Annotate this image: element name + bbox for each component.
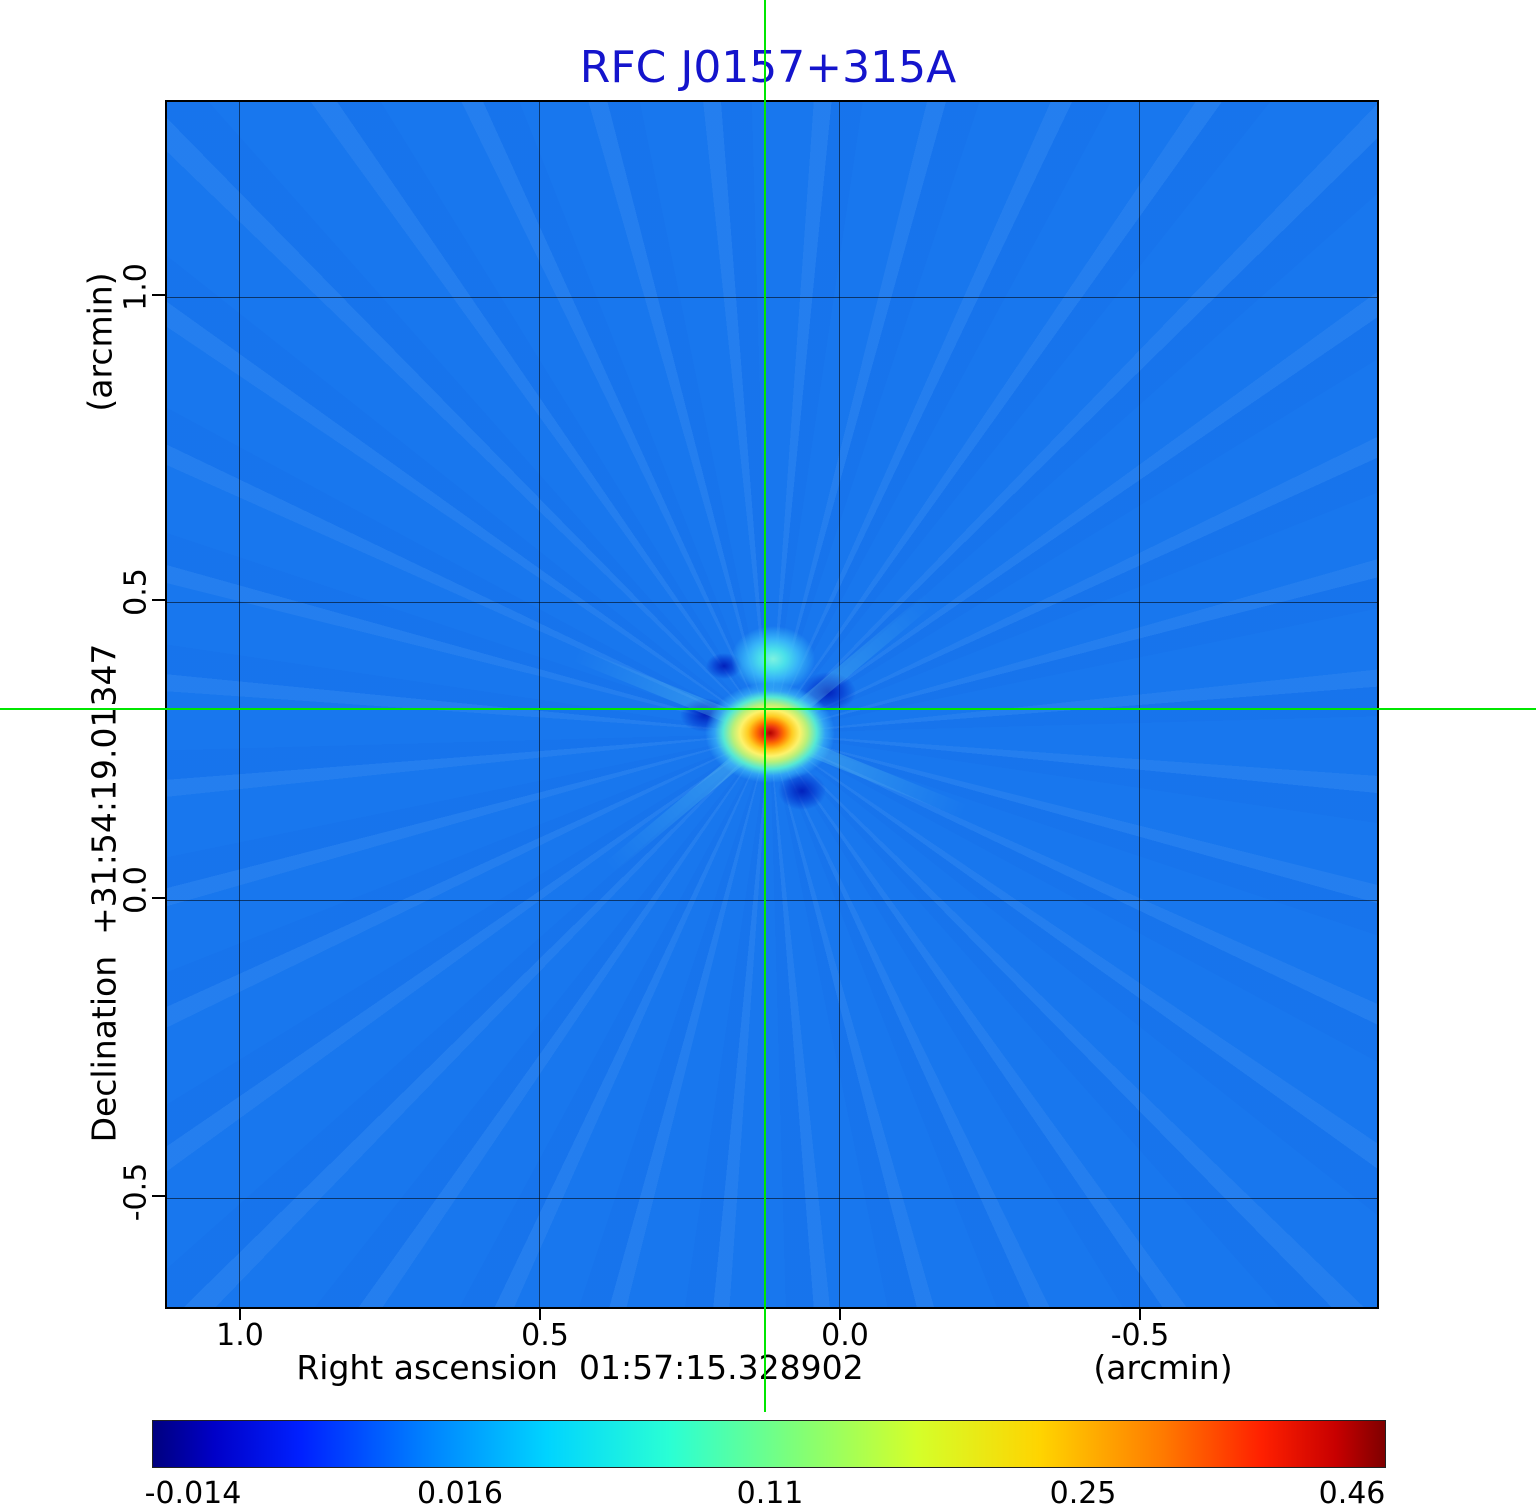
secondary-component-blob: [731, 626, 815, 692]
heatmap-plot: [165, 100, 1379, 1309]
colorbar-tick-label: 0.016: [417, 1476, 503, 1511]
y-tick-label: 1.0: [118, 263, 154, 311]
x-tick-label: 0.5: [521, 1318, 569, 1353]
page-title: RFC J0157+315A: [579, 42, 957, 93]
grid-line-horizontal: [167, 602, 1377, 603]
y-axis-tick: [152, 599, 165, 601]
colorbar: [152, 1420, 1386, 1468]
crosshair-vertical-line: [764, 0, 766, 1412]
colorbar-tick-label: 0.25: [1049, 1476, 1117, 1511]
grid-line-horizontal: [167, 297, 1377, 298]
declination-value: +31:54:19.01347: [84, 643, 124, 935]
y-tick-label: -0.5: [118, 1162, 154, 1222]
y-axis-tick: [152, 897, 165, 899]
y-tick-label: 0.5: [118, 568, 154, 616]
x-axis-tick: [539, 1307, 541, 1320]
y-axis-tick: [152, 294, 165, 296]
x-axis-tick: [239, 1307, 241, 1320]
y-axis-tick: [152, 1195, 165, 1197]
grid-line-horizontal: [167, 1198, 1377, 1199]
grid-line-vertical: [539, 102, 540, 1307]
right-ascension-value: 01:57:15.328902: [578, 1348, 864, 1387]
grid-line-vertical: [239, 102, 240, 1307]
grid-line-horizontal: [167, 900, 1377, 901]
x-tick-label: 0.0: [821, 1318, 869, 1353]
y-axis-label-text: Declination: [84, 955, 124, 1143]
colorbar-tick-label: -0.014: [144, 1476, 242, 1511]
grid-line-vertical: [1139, 102, 1140, 1307]
x-axis-tick: [1139, 1307, 1141, 1320]
colorbar-tick-label: 0.11: [736, 1476, 804, 1511]
colorbar-tick-label: 0.46: [1318, 1476, 1386, 1511]
y-axis-label: Declination +31:54:19.01347: [85, 644, 124, 1143]
x-axis-label: Right ascension 01:57:15.328902: [296, 1348, 863, 1387]
x-axis-unit-label: (arcmin): [1093, 1348, 1233, 1387]
x-tick-label: -0.5: [1110, 1318, 1170, 1353]
x-tick-label: 1.0: [216, 1318, 264, 1353]
crosshair-horizontal-line: [0, 708, 1536, 710]
x-axis-label-text: Right ascension: [296, 1348, 558, 1387]
y-tick-label: 0.0: [118, 866, 154, 914]
x-axis-tick: [839, 1307, 841, 1320]
y-axis-unit-label: (arcmin): [80, 272, 120, 412]
peak-component-blob: [705, 683, 835, 783]
